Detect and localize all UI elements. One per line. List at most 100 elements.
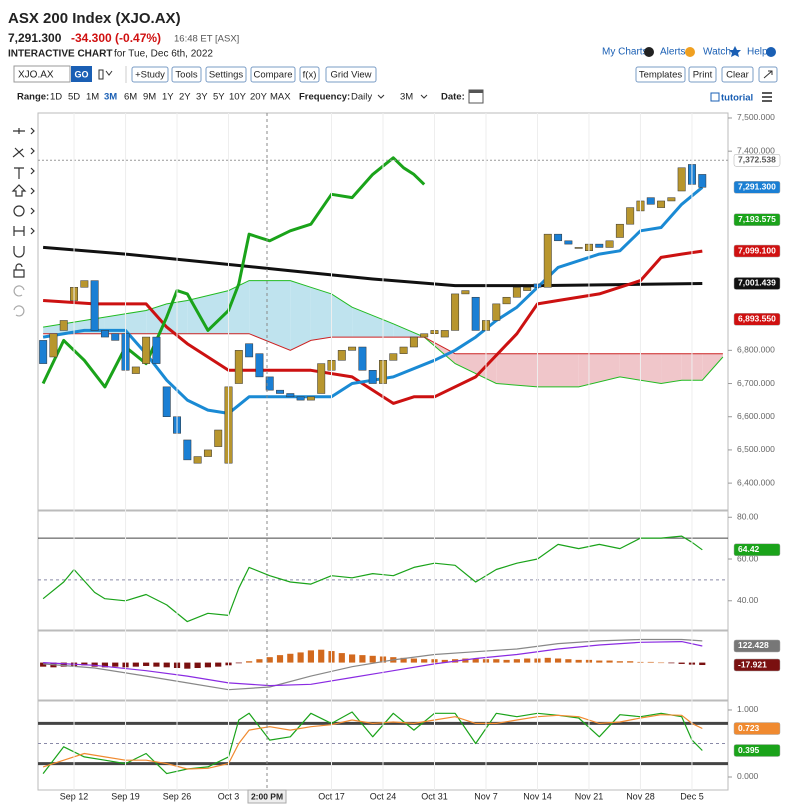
last-value-label: 7,193.575 xyxy=(738,214,776,224)
tool-icon[interactable] xyxy=(13,205,25,217)
range-option[interactable]: 5Y xyxy=(213,92,225,103)
x-tick-label: Nov 14 xyxy=(523,791,552,801)
range-option[interactable]: 3M xyxy=(104,92,117,103)
histogram-bar xyxy=(143,662,150,666)
candle xyxy=(646,197,655,205)
range-option[interactable]: 5D xyxy=(68,92,80,103)
timestamp: 16:48 ET [ASX] xyxy=(174,34,239,45)
histogram-bar xyxy=(246,661,253,663)
tool-icon[interactable] xyxy=(13,263,25,278)
candle xyxy=(615,223,624,238)
last-value-label: 0.723 xyxy=(738,723,760,733)
tutorial[interactable]: tutorial xyxy=(721,93,753,104)
range-option[interactable]: 20Y xyxy=(250,92,268,103)
histogram-bar xyxy=(575,659,582,663)
tool-icon[interactable] xyxy=(13,128,25,134)
range-option[interactable]: MAX xyxy=(270,92,291,103)
histogram-bar xyxy=(112,662,119,667)
button[interactable] xyxy=(299,66,320,83)
range-option[interactable]: 1Y xyxy=(162,92,174,103)
last-value-box xyxy=(733,722,781,735)
indicator-line xyxy=(42,714,703,770)
histogram-bar xyxy=(421,659,428,663)
histogram-bar xyxy=(606,660,613,663)
range-option[interactable]: 2Y xyxy=(179,92,191,103)
button[interactable] xyxy=(131,66,169,83)
frequency[interactable]: Daily xyxy=(351,92,372,103)
candle xyxy=(605,240,614,248)
button-label: Grid View xyxy=(330,70,371,81)
histogram-bar xyxy=(256,659,263,663)
dropdown-arrow xyxy=(377,94,385,99)
top-link[interactable]: My Charts xyxy=(602,47,648,58)
button[interactable] xyxy=(250,66,296,83)
button[interactable] xyxy=(688,66,717,83)
menu-icon xyxy=(762,92,772,102)
button[interactable] xyxy=(171,66,202,83)
candle xyxy=(100,330,109,338)
histogram-bar xyxy=(101,662,109,668)
range-bar: Range: 1D 5D 1M 3M 6M 9M 1Y 2Y 3Y 5Y 10Y 20Y MAX Frequ… xyxy=(17,89,772,104)
histogram-bar xyxy=(410,658,417,663)
cloud-segment xyxy=(702,353,723,381)
cloud-segment xyxy=(249,280,291,351)
tool-icon[interactable] xyxy=(13,305,25,317)
top-link[interactable]: Watch xyxy=(703,47,731,58)
chart-type-icon[interactable] xyxy=(98,69,113,80)
top-link[interactable]: Alerts xyxy=(660,47,686,58)
range-label: Range: xyxy=(17,92,49,103)
histogram-bar xyxy=(359,655,366,663)
button-label: Print xyxy=(693,70,713,81)
candle xyxy=(667,197,676,202)
last-value-box xyxy=(733,213,781,226)
period[interactable]: 3M xyxy=(400,92,413,103)
go-button[interactable] xyxy=(71,66,92,82)
candle xyxy=(492,303,501,321)
histogram-bar xyxy=(616,661,623,663)
top-link[interactable]: Help xyxy=(747,47,768,58)
last-value-label: 7,001.439 xyxy=(738,278,776,288)
candle xyxy=(523,287,532,291)
tool-icon[interactable] xyxy=(13,285,25,297)
candle xyxy=(502,296,511,305)
last-value-box xyxy=(733,154,781,167)
range-option[interactable]: 9M xyxy=(143,92,156,103)
symbol-input[interactable] xyxy=(13,65,71,83)
histogram-bar xyxy=(699,662,706,666)
candle xyxy=(389,353,398,361)
button[interactable] xyxy=(721,66,754,83)
histogram-bar xyxy=(513,659,520,663)
candle xyxy=(564,240,573,245)
last-value-label: 0.395 xyxy=(738,745,760,755)
tool-icon[interactable] xyxy=(11,184,27,197)
tool-icon[interactable] xyxy=(13,226,25,236)
frequency-label: Frequency: xyxy=(299,92,350,103)
candle xyxy=(358,346,367,371)
histogram-bar xyxy=(472,658,479,663)
button[interactable] xyxy=(205,66,247,83)
histogram-bar xyxy=(81,662,88,666)
histogram-bar xyxy=(596,660,603,663)
tool-icon[interactable] xyxy=(12,147,25,158)
x-tick-label: Oct 31 xyxy=(421,791,448,801)
last-value-label: 7,372.538 xyxy=(738,155,776,165)
range-option[interactable]: 6M xyxy=(124,92,137,103)
button[interactable] xyxy=(325,66,377,83)
button[interactable] xyxy=(635,66,686,83)
candle xyxy=(512,287,521,298)
tool-icon[interactable] xyxy=(14,167,24,179)
range-option[interactable]: 3Y xyxy=(196,92,208,103)
tool-icon[interactable] xyxy=(13,246,25,258)
histogram-bar xyxy=(647,661,654,663)
range-option[interactable]: 1D xyxy=(50,92,62,103)
histogram-bar xyxy=(163,662,170,668)
x-tick-label: Oct 3 xyxy=(218,791,240,801)
histogram-bar xyxy=(554,658,562,663)
histogram-bar xyxy=(318,649,325,663)
range-option[interactable]: 10Y xyxy=(229,92,247,103)
chart-area: 7,500.000 7,400.000 6,800.000 6,700.000 6,60… xyxy=(37,112,781,804)
range-option[interactable]: 1M xyxy=(86,92,99,103)
histogram-bar xyxy=(307,650,314,663)
histogram-bar xyxy=(462,658,469,663)
